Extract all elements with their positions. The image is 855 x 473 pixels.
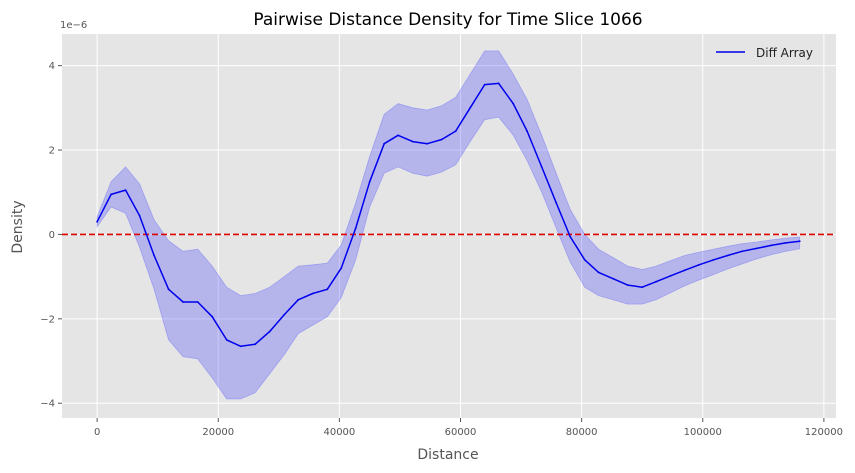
data-point	[326, 288, 329, 291]
data-point	[426, 142, 429, 145]
series-line-layer	[96, 82, 801, 348]
data-point	[612, 277, 614, 280]
x-tick-label: 100000	[684, 427, 722, 438]
data-point	[583, 258, 586, 261]
data-point	[182, 301, 185, 303]
data-point	[268, 330, 271, 333]
data-point	[411, 140, 414, 143]
data-point	[297, 298, 300, 301]
data-point	[383, 142, 386, 145]
data-point	[254, 343, 257, 346]
data-point	[669, 274, 672, 277]
data-point	[683, 269, 686, 272]
confidence-band	[96, 50, 801, 400]
data-point	[110, 193, 112, 196]
y-tick-label: −4	[40, 399, 55, 410]
x-tick-label: 40000	[323, 427, 355, 438]
y-tick-label: 0	[49, 230, 55, 241]
data-point	[167, 288, 170, 291]
y-tick-label: 2	[49, 146, 55, 157]
x-tick-label: 20000	[202, 427, 234, 438]
data-point	[469, 106, 472, 109]
data-point	[196, 301, 199, 303]
data-point	[626, 284, 629, 286]
y-axis-title: Density	[10, 200, 26, 253]
data-point	[540, 166, 543, 168]
legend-label-diff-array: Diff Array	[756, 46, 813, 60]
legend: Diff Array	[716, 46, 813, 60]
data-point	[597, 271, 600, 274]
data-point	[526, 130, 528, 133]
data-point	[368, 180, 371, 183]
data-point	[555, 201, 558, 204]
data-point	[770, 244, 773, 247]
data-point	[138, 214, 141, 217]
plot-area	[62, 34, 836, 418]
data-point	[798, 240, 801, 243]
data-point	[397, 134, 399, 137]
data-point	[454, 130, 457, 133]
data-point	[283, 313, 286, 316]
x-tick-label: 120000	[805, 427, 843, 438]
data-point	[483, 83, 486, 86]
series-line-diff-array	[96, 82, 800, 348]
data-point	[512, 102, 515, 105]
chart-title: Pairwise Distance Density for Time Slice…	[253, 10, 642, 30]
x-tick-label: 0	[94, 427, 100, 438]
data-point	[153, 254, 156, 257]
data-point	[726, 254, 729, 257]
data-point	[340, 267, 343, 270]
data-point	[354, 227, 357, 230]
y-axis-offset-label: 1e−6	[60, 20, 87, 31]
data-point	[211, 315, 214, 318]
data-point	[311, 292, 314, 295]
data-point	[784, 242, 787, 244]
data-point	[655, 280, 657, 283]
y-axis-ticks: −4 −2 0 2 4	[40, 61, 62, 410]
data-point	[497, 82, 500, 85]
data-point	[712, 258, 715, 261]
y-tick-label: −2	[40, 314, 55, 325]
x-tick-label: 60000	[445, 427, 477, 438]
x-axis-title: Distance	[417, 447, 478, 463]
data-point	[124, 189, 127, 192]
data-point	[741, 250, 743, 253]
data-point	[569, 235, 571, 238]
data-point	[698, 263, 700, 266]
data-point	[239, 345, 242, 348]
data-point	[96, 220, 98, 223]
x-axis-ticks: 0 20000 40000 60000 80000 100000 120000	[94, 418, 843, 438]
data-point	[440, 138, 443, 141]
data-point	[641, 286, 644, 289]
y-tick-label: 4	[49, 61, 55, 72]
x-tick-label: 80000	[566, 427, 598, 438]
data-point	[755, 247, 758, 250]
confidence-band-layer	[96, 50, 801, 400]
data-point	[225, 339, 228, 341]
